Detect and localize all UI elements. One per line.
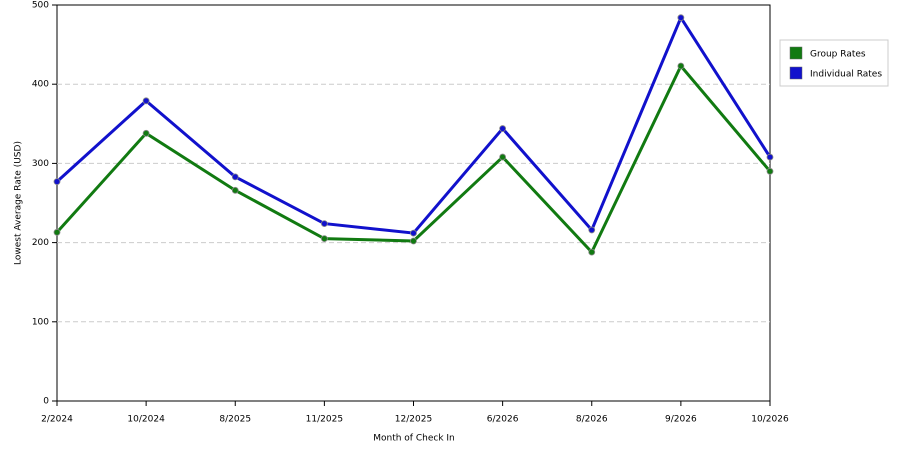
y-tick-label: 300 [32,159,49,169]
legend-label: Group Rates [810,50,866,60]
legend-label: Individual Rates [810,70,882,80]
data-point [53,178,61,186]
data-point [499,153,507,161]
data-point [320,235,328,243]
data-point [766,167,774,175]
data-point [410,237,417,245]
data-point [142,97,150,105]
data-point [499,125,507,132]
data-point [766,153,774,161]
y-tick-label: 400 [32,80,49,90]
data-point [588,226,596,234]
y-tick-label: 0 [43,397,49,407]
legend-swatch [789,66,803,80]
x-tick-label: 11/2025 [306,415,343,425]
data-point [677,14,685,22]
plot-area [56,4,771,402]
x-tick-label: 10/2024 [127,415,165,425]
data-point [142,129,150,137]
series-line [55,63,772,255]
y-axis-label: Lowest Average Rate (USD) [14,141,24,265]
x-tick-label: 12/2025 [395,415,432,425]
x-tick-label: 8/2026 [576,415,608,425]
data-point [410,229,417,237]
data-point [53,228,61,236]
data-point [320,220,328,227]
series-line [55,14,772,235]
y-tick-label: 500 [32,1,49,11]
x-tick-label: 10/2026 [751,415,789,425]
data-point [231,186,239,194]
data-point [677,62,685,70]
legend-swatch [789,46,803,60]
x-tick-label: 6/2026 [487,415,519,425]
x-axis-label: Month of Check In [373,434,455,444]
x-tick-label: 9/2026 [665,415,697,425]
x-tick-label: 2/2024 [41,415,73,425]
x-tick-label: 8/2025 [219,415,251,425]
y-tick-label: 200 [32,238,49,248]
data-point [588,248,596,256]
y-tick-label: 100 [32,317,49,327]
data-point [231,173,239,181]
